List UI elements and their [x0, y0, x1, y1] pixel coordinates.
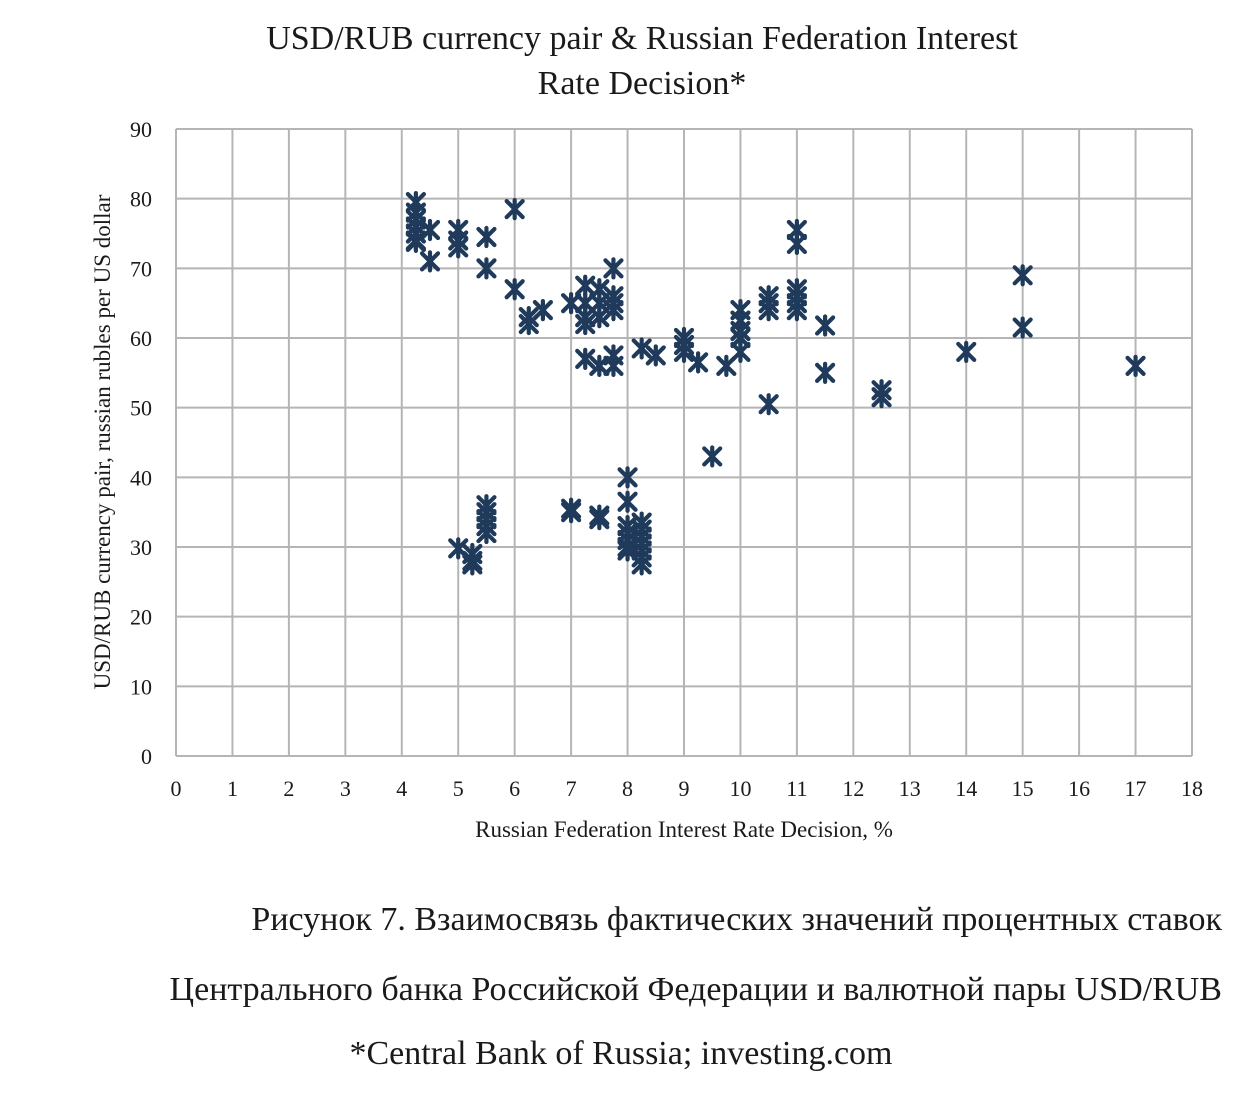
scatter-point [815, 314, 836, 337]
scatter-point [532, 299, 553, 322]
scatter-point [603, 257, 624, 280]
scatter-point [589, 508, 610, 531]
scatter-point [871, 386, 892, 409]
scatter-point [575, 312, 596, 336]
x-tick-label: 5 [453, 776, 464, 801]
y-tick-label: 30 [130, 535, 152, 560]
x-tick-label: 0 [171, 776, 182, 801]
chart-title-line-2: Rate Decision* [538, 65, 747, 102]
x-tick-label: 16 [1068, 776, 1090, 801]
x-tick-label: 4 [396, 776, 407, 801]
grid [175, 128, 1193, 757]
scatter-point [603, 354, 624, 377]
figure-caption-line-2: Центрального банка Российской Федерации … [169, 971, 1222, 1008]
scatter-point [476, 257, 497, 280]
scatter-point [1012, 264, 1033, 287]
chart-title-line-1: USD/RUB currency pair & Russian Federati… [266, 20, 1018, 57]
x-tick-label: 18 [1181, 776, 1203, 801]
scatter-point [617, 466, 638, 489]
y-tick-label: 70 [130, 256, 152, 281]
scatter-chart: USD/RUB currency pair & Russian Federati… [90, 20, 1203, 842]
scatter-point [504, 198, 525, 221]
scatter-point [617, 490, 638, 513]
scatter-point [504, 278, 525, 301]
x-tick-label: 3 [340, 776, 351, 801]
scatter-point [561, 501, 582, 524]
y-tick-label: 20 [130, 605, 152, 630]
data-points [405, 191, 1146, 576]
x-tick-label: 8 [622, 776, 633, 801]
scatter-point [476, 521, 497, 545]
x-tick-label: 9 [679, 776, 690, 801]
scatter-point [786, 232, 807, 256]
scatter-point [1125, 354, 1146, 377]
scatter-point [631, 553, 652, 576]
scatter-point [673, 340, 695, 364]
x-tick-label: 17 [1125, 776, 1147, 801]
scatter-point [589, 354, 610, 377]
scatter-point [631, 337, 652, 360]
scatter-point [575, 347, 596, 370]
x-tick-label: 1 [227, 776, 238, 801]
y-tick-label: 0 [141, 744, 152, 769]
x-tick-label: 7 [566, 776, 577, 801]
scatter-point [476, 225, 497, 249]
scatter-point [1012, 316, 1033, 339]
scatter-point [702, 445, 723, 468]
x-tick-label: 6 [509, 776, 520, 801]
x-tick-label: 12 [842, 776, 864, 801]
x-axis-label: Russian Federation Interest Rate Decisio… [475, 817, 893, 842]
scatter-point [462, 553, 483, 576]
y-tick-label: 90 [130, 117, 152, 142]
x-tick-label: 14 [955, 776, 977, 801]
scatter-point [645, 344, 666, 367]
scatter-point [419, 218, 441, 242]
scatter-point [786, 299, 807, 322]
y-axis-label: USD/RUB currency pair, russian rubles pe… [90, 194, 115, 689]
y-tick-label: 50 [130, 396, 152, 421]
y-tick-label: 60 [130, 326, 152, 351]
scatter-point [603, 299, 624, 322]
scatter-point [688, 351, 709, 374]
figure-caption-line-1: Рисунок 7. Взаимосвязь фактических значе… [251, 901, 1222, 938]
tick-labels: 0 1 2 3 4 5 6 7 8 9 10 11 12 13 14 15 16 17 18010203040506… [130, 117, 1203, 801]
x-tick-label: 15 [1012, 776, 1034, 801]
x-tick-label: 13 [899, 776, 921, 801]
scatter-point [815, 361, 836, 384]
x-tick-label: 11 [786, 776, 807, 801]
scatter-point [758, 299, 779, 322]
scatter-point [419, 250, 441, 273]
y-tick-label: 10 [130, 674, 152, 699]
scatter-point [730, 340, 751, 364]
x-tick-label: 2 [283, 776, 294, 801]
y-tick-label: 40 [130, 465, 152, 490]
scatter-point [448, 236, 469, 259]
y-tick-label: 80 [130, 187, 152, 212]
figure-source-note: *Central Bank of Russia; investing.com [349, 1035, 893, 1072]
x-tick-label: 10 [729, 776, 751, 801]
scatter-point [956, 340, 977, 364]
scatter-point [758, 393, 779, 416]
